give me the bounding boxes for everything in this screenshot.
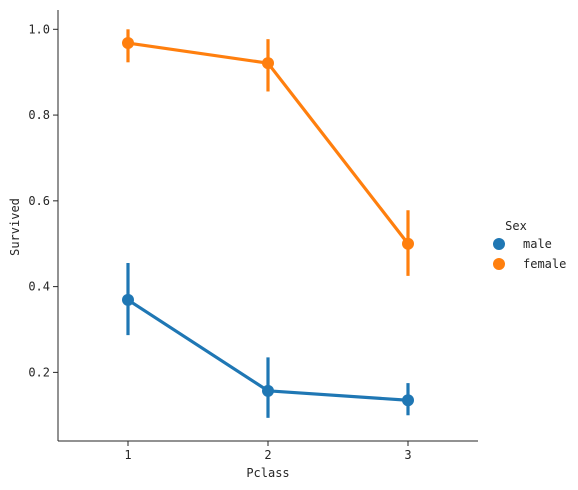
data-point bbox=[262, 384, 274, 397]
y-axis-label: Survived bbox=[8, 198, 22, 256]
x-tick-label: 1 bbox=[124, 448, 131, 462]
legend: Sex male female bbox=[493, 219, 566, 271]
x-tick-label: 2 bbox=[264, 448, 271, 462]
y-tick-label: 0.6 bbox=[28, 194, 50, 208]
data-point bbox=[122, 293, 134, 306]
y-ticks: 0.2 0.4 0.6 0.8 1.0 bbox=[28, 22, 58, 379]
legend-label-male: male bbox=[523, 237, 552, 251]
legend-marker-female bbox=[493, 258, 505, 270]
x-axis-label: Pclass bbox=[246, 466, 289, 480]
plot-area bbox=[122, 29, 414, 418]
y-tick-label: 0.4 bbox=[28, 280, 50, 294]
data-point bbox=[402, 394, 414, 407]
x-ticks: 1 2 3 bbox=[124, 441, 412, 462]
y-tick-label: 0.2 bbox=[28, 365, 50, 379]
series-male bbox=[122, 263, 414, 418]
y-tick-label: 1.0 bbox=[28, 22, 50, 36]
legend-label-female: female bbox=[523, 257, 566, 271]
y-tick-label: 0.8 bbox=[28, 108, 50, 122]
legend-title: Sex bbox=[505, 219, 527, 233]
legend-marker-male bbox=[493, 238, 505, 250]
data-point bbox=[402, 237, 414, 250]
x-tick-label: 3 bbox=[404, 448, 411, 462]
data-point bbox=[122, 37, 134, 50]
series-female bbox=[122, 29, 414, 276]
data-point bbox=[262, 57, 274, 70]
